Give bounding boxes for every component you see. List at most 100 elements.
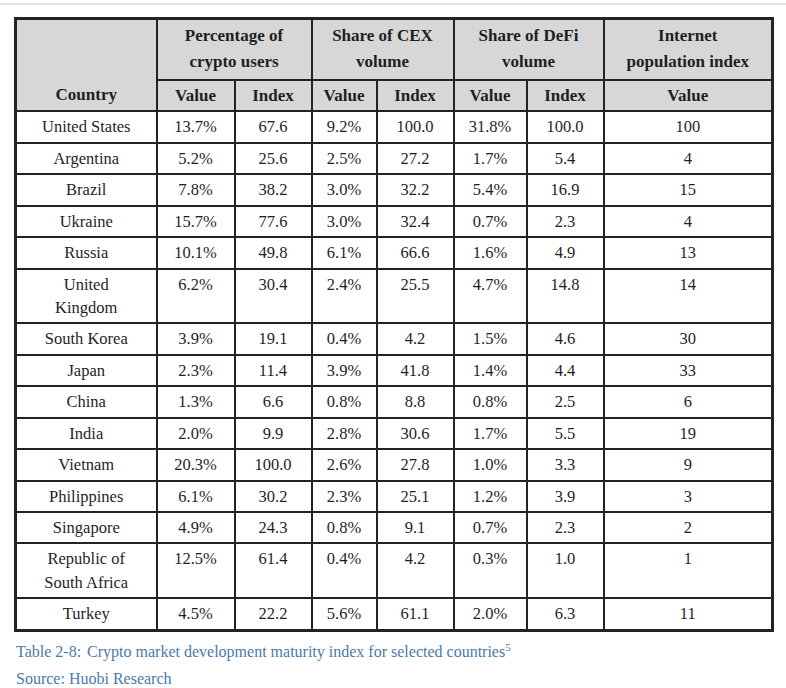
table-row: India2.0%9.92.8%30.61.7%5.519 [16,418,773,449]
value-cell: 15 [604,174,773,205]
country-cell: Singapore [16,512,157,543]
table-row: China1.3%6.60.8%8.80.8%2.56 [16,386,773,417]
value-cell: 100 [604,111,773,142]
value-cell: 0.7% [454,512,527,543]
value-cell: 1 [604,543,773,598]
value-cell: 1.0 [527,543,604,598]
country-cell: Vietnam [16,449,157,480]
value-cell: 12.5% [157,543,235,598]
table-row: Republic of South Africa12.5%61.40.4%4.2… [16,543,773,598]
value-cell: 77.6 [235,206,312,237]
value-cell: 10.1% [157,237,235,268]
value-cell: 2.3 [527,206,604,237]
value-cell: 1.4% [454,355,527,386]
value-cell: 31.8% [454,111,527,142]
value-cell: 100.0 [235,449,312,480]
column-header-country: Country [16,19,157,112]
value-cell: 9.2% [312,111,377,142]
value-cell: 2.0% [454,598,527,630]
value-cell: 1.6% [454,237,527,268]
value-cell: 4.2 [377,323,454,354]
value-cell: 2.3 [527,512,604,543]
value-cell: 41.8 [377,355,454,386]
column-group-crypto-users: Percentage of crypto users [157,19,312,80]
value-cell: 2.0% [157,418,235,449]
value-cell: 19 [604,418,773,449]
table-row: Russia10.1%49.86.1%66.61.6%4.913 [16,237,773,268]
value-cell: 4 [604,206,773,237]
value-cell: 1.7% [454,143,527,174]
value-cell: 2.5% [312,143,377,174]
value-cell: 4 [604,143,773,174]
value-cell: 8.8 [377,386,454,417]
value-cell: 25.5 [377,269,454,324]
value-cell: 24.3 [235,512,312,543]
source-line: Source: Huobi Research [16,669,775,688]
subheader-cex-value: Value [312,80,377,112]
value-cell: 20.3% [157,449,235,480]
column-group-internet-index: Internet population index [604,19,773,80]
value-cell: 2 [604,512,773,543]
value-cell: 2.8% [312,418,377,449]
value-cell: 13.7% [157,111,235,142]
subheader-cex-index: Index [377,80,454,112]
table-row: Singapore4.9%24.30.8%9.10.7%2.32 [16,512,773,543]
value-cell: 3 [604,481,773,512]
value-cell: 4.4 [527,355,604,386]
country-cell: China [16,386,157,417]
value-cell: 4.9 [527,237,604,268]
value-cell: 19.1 [235,323,312,354]
footnote-marker: 5 [505,640,511,652]
value-cell: 15.7% [157,206,235,237]
value-cell: 4.9% [157,512,235,543]
value-cell: 3.9% [157,323,235,354]
subheader-crypto-index: Index [235,80,312,112]
document-page: Country Percentage of crypto users Share… [0,0,786,688]
table-row: Japan2.3%11.43.9%41.81.4%4.433 [16,355,773,386]
value-cell: 9.1 [377,512,454,543]
value-cell: 2.3% [312,481,377,512]
value-cell: 100.0 [377,111,454,142]
value-cell: 13 [604,237,773,268]
country-cell: Republic of South Africa [16,543,157,598]
value-cell: 3.0% [312,174,377,205]
value-cell: 32.4 [377,206,454,237]
table-caption: Table 2-8:Crypto market development matu… [16,642,775,663]
value-cell: 14.8 [527,269,604,324]
value-cell: 30.2 [235,481,312,512]
table-row: South Korea3.9%19.10.4%4.21.5%4.630 [16,323,773,354]
country-cell: Japan [16,355,157,386]
table-row: Brazil7.8%38.23.0%32.25.4%16.915 [16,174,773,205]
table-header: Country Percentage of crypto users Share… [16,19,773,112]
country-cell: Philippines [16,481,157,512]
country-cell: India [16,418,157,449]
value-cell: 66.6 [377,237,454,268]
value-cell: 5.2% [157,143,235,174]
table-row: United Kingdom6.2%30.42.4%25.54.7%14.814 [16,269,773,324]
value-cell: 0.7% [454,206,527,237]
value-cell: 3.9% [312,355,377,386]
value-cell: 14 [604,269,773,324]
top-divider [0,3,786,5]
table-row: Philippines6.1%30.22.3%25.11.2%3.93 [16,481,773,512]
value-cell: 2.6% [312,449,377,480]
value-cell: 5.6% [312,598,377,630]
value-cell: 25.6 [235,143,312,174]
country-cell: Russia [16,237,157,268]
value-cell: 9.9 [235,418,312,449]
value-cell: 0.8% [454,386,527,417]
value-cell: 25.1 [377,481,454,512]
table-body: United States13.7%67.69.2%100.031.8%100.… [16,111,773,630]
value-cell: 22.2 [235,598,312,630]
value-cell: 67.6 [235,111,312,142]
column-group-cex-volume: Share of CEX volume [312,19,454,80]
value-cell: 6.1% [312,237,377,268]
value-cell: 0.8% [312,386,377,417]
value-cell: 4.2 [377,543,454,598]
value-cell: 33 [604,355,773,386]
value-cell: 27.2 [377,143,454,174]
subheader-defi-value: Value [454,80,527,112]
subheader-defi-index: Index [527,80,604,112]
country-cell: South Korea [16,323,157,354]
table-row: Turkey4.5%22.25.6%61.12.0%6.311 [16,598,773,630]
